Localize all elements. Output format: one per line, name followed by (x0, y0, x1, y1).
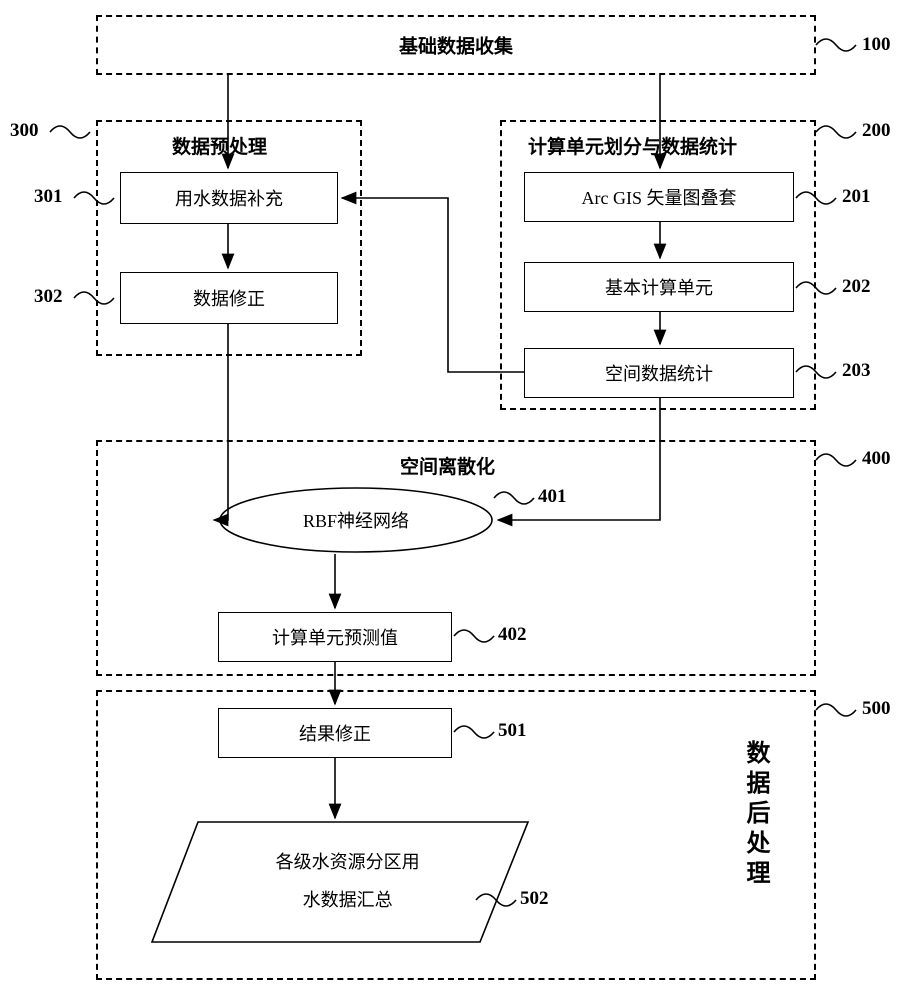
node-401-ellipse: RBF神经网络 (218, 486, 494, 554)
title-200: 计算单元划分与数据统计 (528, 132, 737, 159)
label-501: 结果修正 (299, 720, 371, 746)
num-201: 201 (842, 186, 871, 208)
num-202: 202 (842, 276, 871, 298)
node-301: 用水数据补充 (120, 172, 338, 224)
num-501: 501 (498, 720, 527, 742)
num-401: 401 (538, 486, 567, 508)
node-502-parallelogram: 各级水资源分区用 水数据汇总 (150, 820, 530, 944)
num-203: 203 (842, 360, 871, 382)
label-402: 计算单元预测值 (272, 624, 398, 650)
title-300: 数据预处理 (172, 132, 267, 159)
title-400: 空间离散化 (400, 452, 495, 479)
num-500: 500 (862, 698, 891, 720)
node-501: 结果修正 (218, 708, 452, 758)
num-301: 301 (34, 186, 63, 208)
node-402: 计算单元预测值 (218, 612, 452, 662)
node-302: 数据修正 (120, 272, 338, 324)
num-402: 402 (498, 624, 527, 646)
title-100: 基础数据收集 (399, 32, 513, 59)
label-203: 空间数据统计 (605, 360, 713, 386)
label-502-l2: 水数据汇总 (276, 882, 420, 920)
num-200: 200 (862, 120, 891, 142)
label-301: 用水数据补充 (175, 185, 283, 211)
label-201: Arc GIS 矢量图叠套 (582, 184, 737, 210)
label-502-l1: 各级水资源分区用 (276, 844, 420, 882)
label-302: 数据修正 (193, 285, 265, 311)
node-202: 基本计算单元 (524, 262, 794, 312)
num-100: 100 (862, 34, 891, 56)
title-500: 数据后处理 (738, 740, 773, 890)
num-502: 502 (520, 888, 549, 910)
num-400: 400 (862, 448, 891, 470)
label-401: RBF神经网络 (303, 507, 409, 533)
label-202: 基本计算单元 (605, 274, 713, 300)
group-basic-data: 基础数据收集 (96, 15, 816, 75)
node-201: Arc GIS 矢量图叠套 (524, 172, 794, 222)
node-203: 空间数据统计 (524, 348, 794, 398)
num-300: 300 (10, 120, 39, 142)
num-302: 302 (34, 286, 63, 308)
